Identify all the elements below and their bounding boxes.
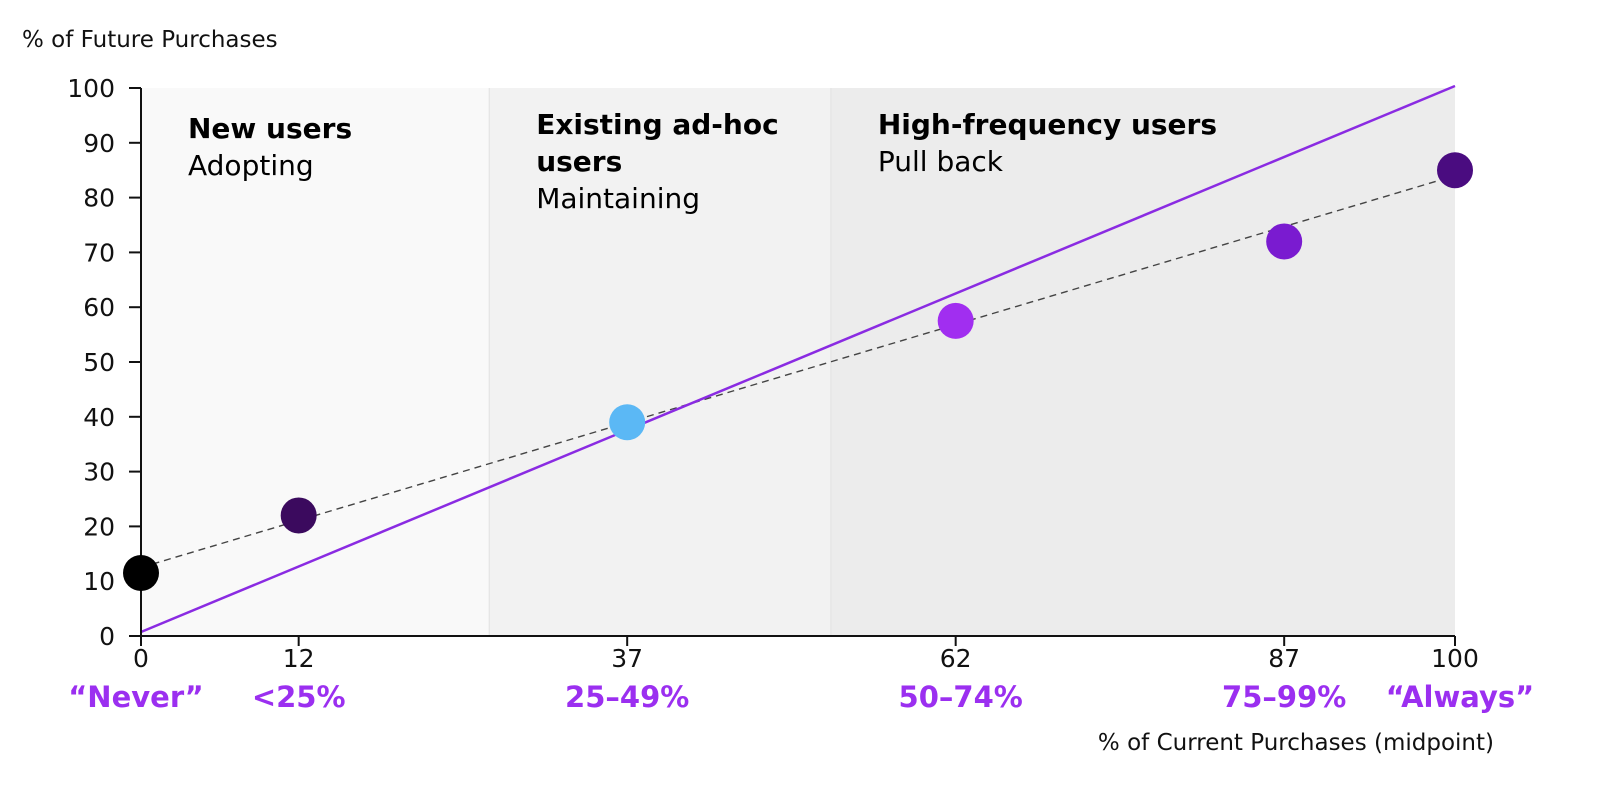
chart-lines (140, 84, 1456, 634)
axes: 0 10 20 30 40 50 60 70 80 90 100 0 12 37 62 87 100 (67, 74, 1479, 673)
category-label-3: 50–74% (899, 680, 1023, 714)
x-tick-label-0: 0 (133, 644, 149, 673)
zone-background-1 (489, 88, 831, 636)
y-tick-label-10: 10 (83, 567, 115, 596)
x-tick-label-37: 37 (611, 644, 643, 673)
zone-subtitle-0: Adopting (188, 149, 314, 182)
y-tick-label-80: 80 (83, 184, 115, 213)
y-tick-label-0: 0 (99, 622, 115, 651)
category-label-2: 25–49% (565, 680, 689, 714)
x-tick-label-100: 100 (1431, 644, 1479, 673)
data-point-4 (1266, 223, 1303, 260)
y-tick-label-70: 70 (83, 238, 115, 267)
y-axis-title: % of Future Purchases (22, 27, 278, 53)
chart-labels: New users Adopting Existing ad-hoc users Mai… (68, 108, 1534, 714)
zone-subtitle-1: Maintaining (536, 182, 700, 215)
data-points (123, 152, 1473, 591)
trend-line (140, 175, 1456, 569)
y-tick-label-50: 50 (83, 348, 115, 377)
zone-subtitle-2: Pull back (878, 145, 1004, 178)
zone-title-1-0: Existing ad-hoc (536, 108, 778, 141)
y-tick-label-40: 40 (83, 403, 115, 432)
reference-line (140, 84, 1456, 634)
y-tick-label-100: 100 (67, 74, 115, 103)
data-point-5 (1437, 152, 1473, 189)
data-point-0 (123, 554, 159, 591)
category-label-5: “Always” (1386, 680, 1534, 714)
zone-background-2 (830, 88, 1455, 636)
category-label-0: “Never” (68, 680, 203, 714)
data-point-2 (609, 404, 646, 441)
zone-backgrounds (141, 88, 1455, 636)
x-tick-label-87: 87 (1268, 644, 1300, 673)
data-point-3 (937, 302, 974, 339)
y-tick-label-30: 30 (83, 458, 115, 487)
y-tick-label-20: 20 (83, 512, 115, 541)
x-axis-title: % of Current Purchases (midpoint) (1098, 730, 1494, 756)
x-tick-label-12: 12 (283, 644, 315, 673)
zone-title-0-0: New users (188, 112, 352, 145)
y-tick-label-90: 90 (83, 129, 115, 158)
zone-title-2-0: High-frequency users (878, 108, 1217, 141)
data-point-1 (280, 497, 317, 534)
zone-background-0 (141, 88, 490, 636)
y-tick-label-60: 60 (83, 293, 115, 322)
x-tick-label-62: 62 (940, 644, 972, 673)
category-label-4: 75–99% (1222, 680, 1346, 714)
zone-title-1-1: users (536, 145, 622, 178)
category-label-1: <25% (252, 680, 346, 714)
